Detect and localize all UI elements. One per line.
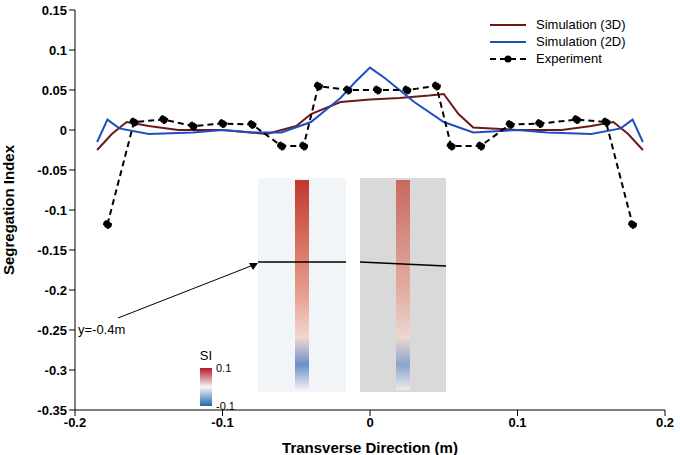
svg-text:Segregation Index: Segregation Index [0,144,17,275]
svg-text:-0.25: -0.25 [37,323,67,338]
html-text:Simulation (3D): Simulation (3D) [536,17,626,32]
html-text:Simulation (2D): Simulation (2D) [536,34,626,49]
svg-text:SI: SI [200,348,212,363]
svg-text:y=-0.4m: y=-0.4m [78,322,125,337]
svg-text:0.2: 0.2 [656,415,674,430]
svg-text:-0.1: -0.1 [216,400,235,412]
svg-text:-0.1: -0.1 [211,415,233,430]
html-text:Experiment: Experiment [536,51,602,66]
svg-text:0: 0 [60,123,67,138]
svg-text:0: 0 [366,415,373,430]
svg-text:-0.05: -0.05 [37,163,67,178]
svg-text:0.1: 0.1 [49,43,67,58]
svg-text:-0.2: -0.2 [45,283,67,298]
svg-text:-0.15: -0.15 [37,243,67,258]
svg-text:Transverse Direction (m): Transverse Direction (m) [282,439,458,455]
svg-text:-0.2: -0.2 [64,415,86,430]
svg-text:0.15: 0.15 [42,3,67,18]
svg-text:0.05: 0.05 [42,83,67,98]
svg-text:0.1: 0.1 [216,362,231,374]
svg-text:0.1: 0.1 [508,415,526,430]
svg-text:-0.35: -0.35 [37,403,67,418]
svg-text:-0.1: -0.1 [45,203,67,218]
svg-text:-0.3: -0.3 [45,363,67,378]
